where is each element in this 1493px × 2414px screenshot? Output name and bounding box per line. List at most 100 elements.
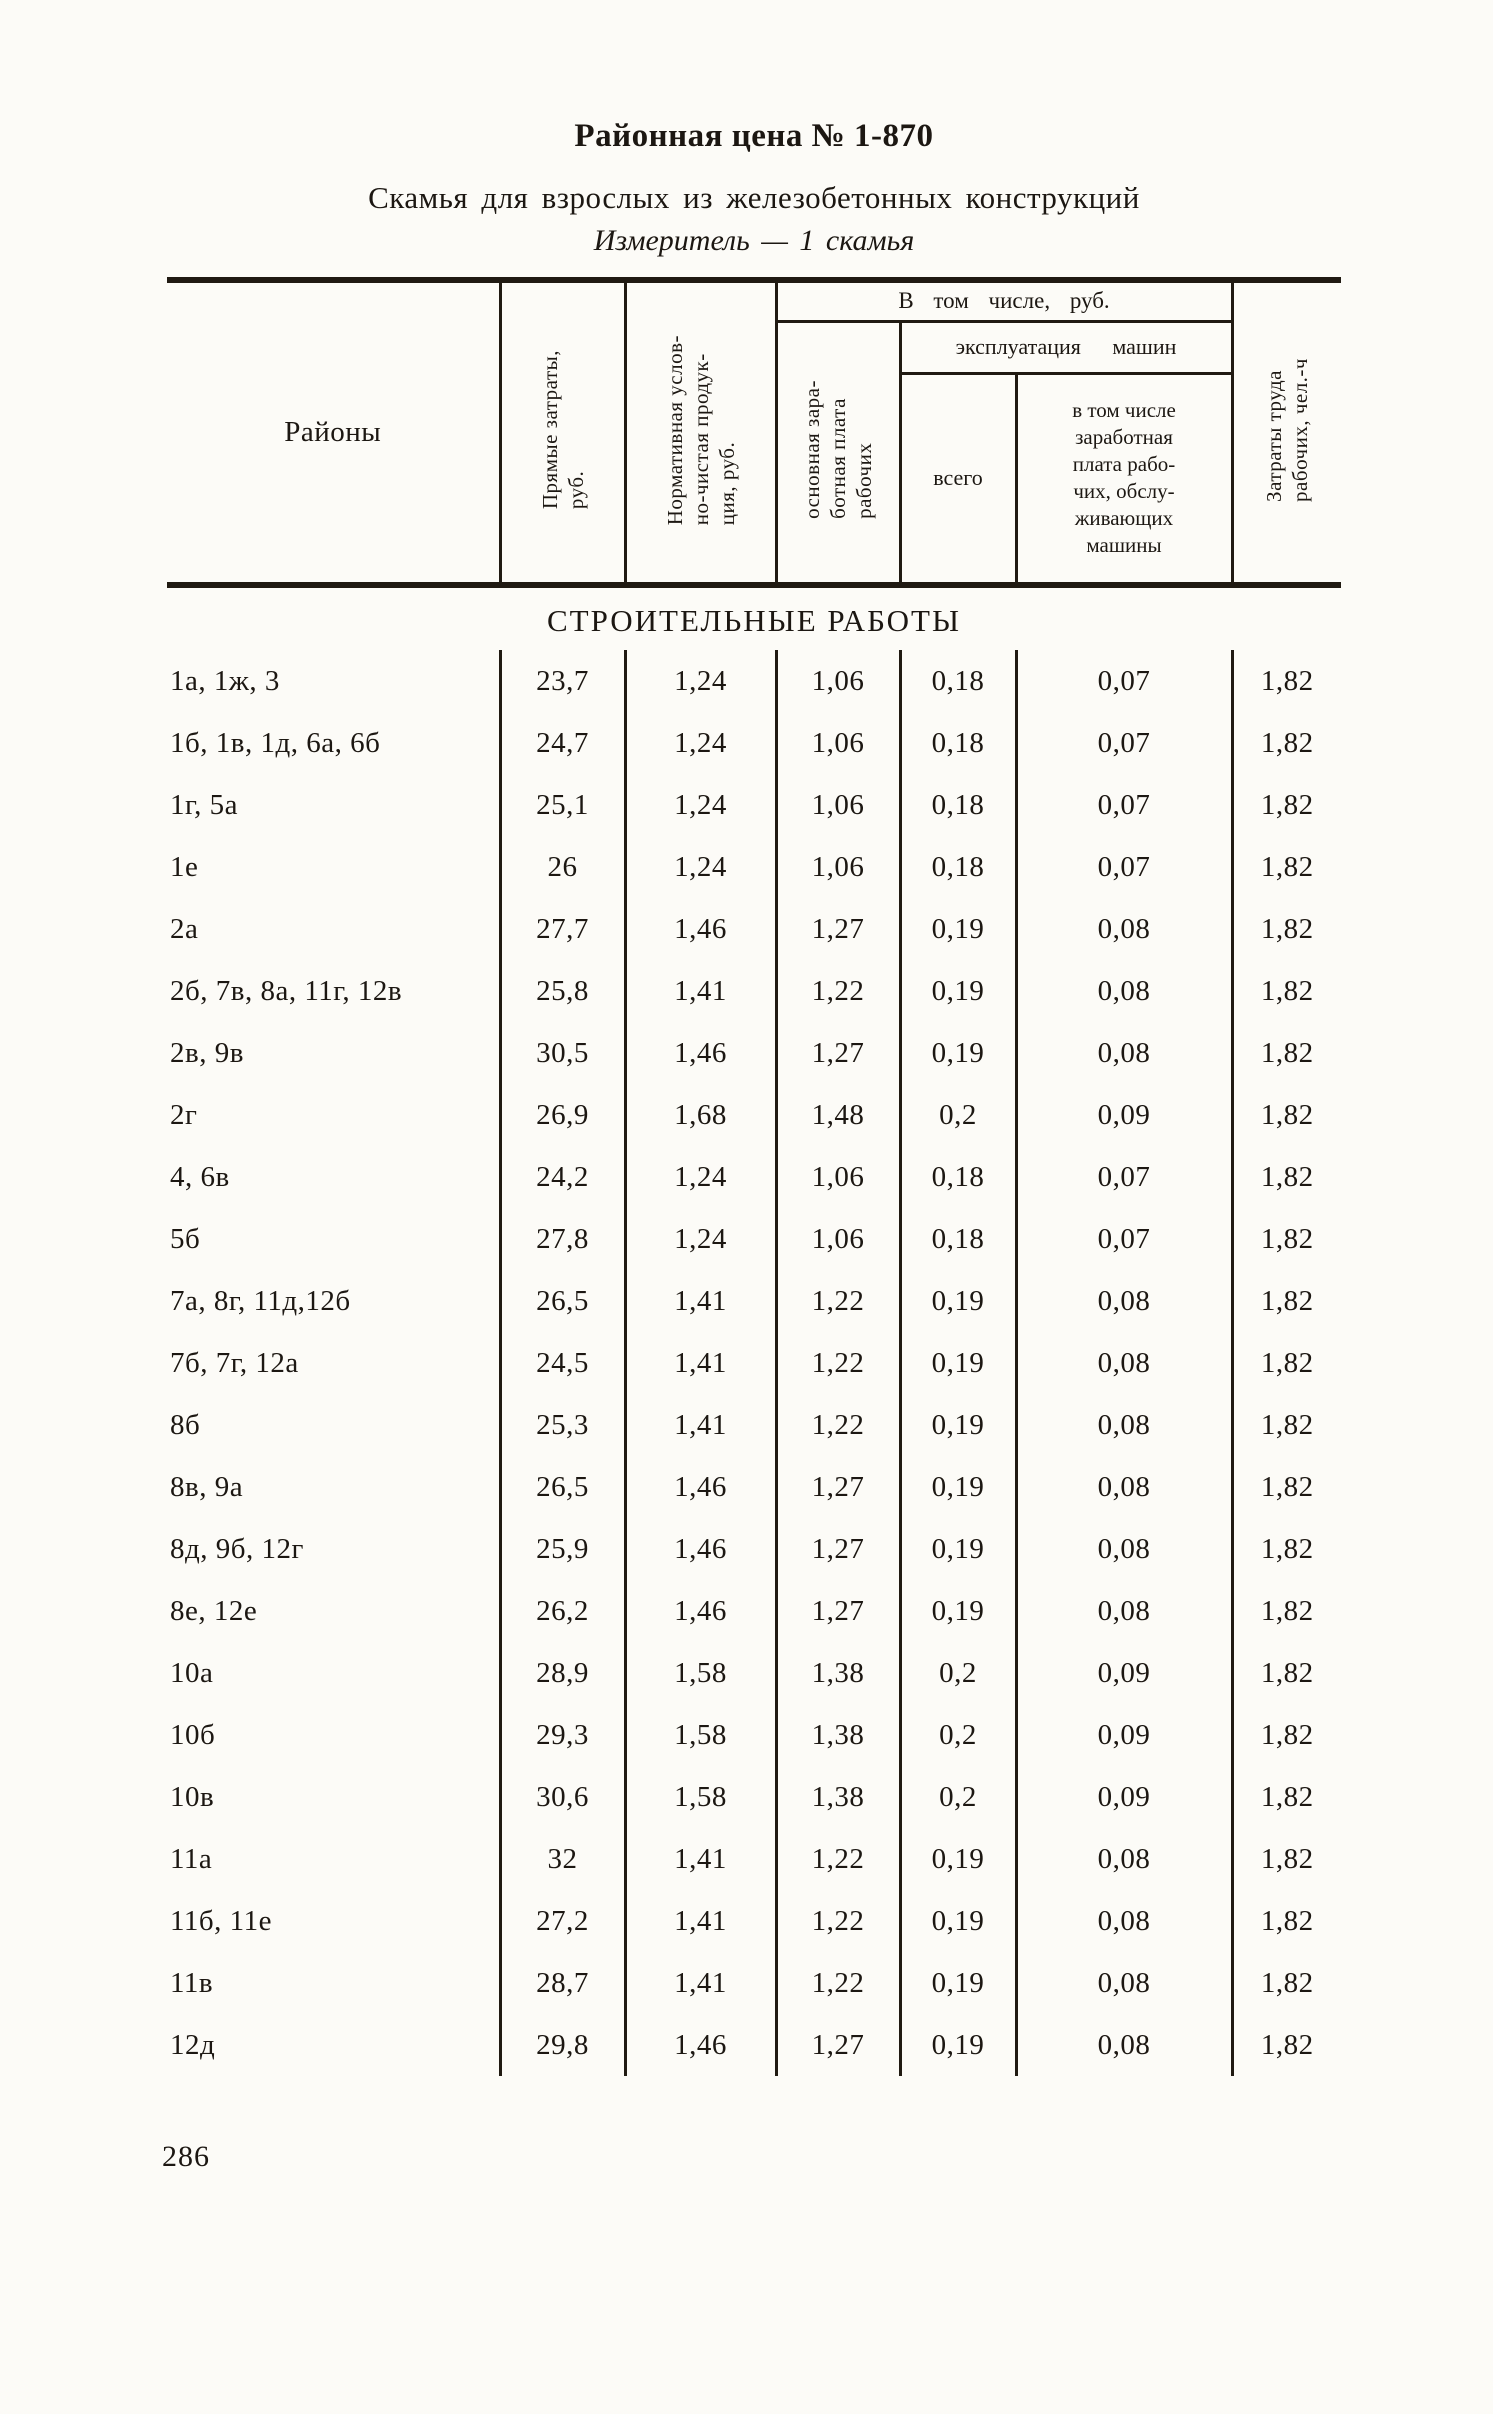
value-cell: 1,24 <box>625 650 778 712</box>
district-cell: 8д, 9б, 12г <box>167 1518 502 1580</box>
value-cell: 1,82 <box>1260 788 1314 821</box>
col-header-basic-wage-label: основная зара- ботная плата рабочих <box>800 380 876 520</box>
value-cell: 0,08 <box>1016 898 1234 960</box>
district-cell: 5б <box>167 1208 502 1270</box>
value-cell: 30,5 <box>500 1022 627 1084</box>
value-cell: 0,08 <box>1016 1890 1234 1952</box>
value-cell: 1,68 <box>625 1084 778 1146</box>
table-row: 2б, 7в, 8а, 11г, 12в 25,8 1,41 1,22 0,19 0,08… <box>167 960 1341 1022</box>
value-cell: 0,18 <box>900 1208 1018 1270</box>
value-cell: 0,08 <box>1016 1270 1234 1332</box>
price-table: Районы Прямые затраты, руб. Нормативная … <box>167 277 1342 2076</box>
value-cell: 1,82 <box>1260 1470 1314 1503</box>
value-cell: 1,82 <box>1260 1346 1314 1379</box>
value-cell: 0,2 <box>900 1084 1018 1146</box>
value-cell: 0,08 <box>1016 2014 1234 2076</box>
value-cell: 0,08 <box>1016 1022 1234 1084</box>
value-cell: 1,22 <box>776 1270 902 1332</box>
table-row: 7б, 7г, 12а 24,5 1,41 1,22 0,19 0,08 1,82 <box>167 1332 1341 1394</box>
value-cell: 1,27 <box>776 2014 902 2076</box>
value-cell: 0,19 <box>900 898 1018 960</box>
value-cell: 1,27 <box>776 1518 902 1580</box>
col-header-direct-costs-label: Прямые затраты, руб. <box>537 350 588 510</box>
col-header-direct-costs: Прямые затраты, руб. <box>500 280 627 588</box>
value-cell: 0,07 <box>1016 1146 1234 1208</box>
district-cell: 11в <box>167 1952 502 2014</box>
value-cell: 1,41 <box>625 960 778 1022</box>
value-cell: 1,82 <box>1260 1594 1314 1627</box>
district-cell: 12д <box>167 2014 502 2076</box>
value-cell: 24,5 <box>500 1332 627 1394</box>
value-cell: 1,82 <box>1260 1966 1314 1999</box>
value-cell: 1,46 <box>625 1518 778 1580</box>
section-row: СТРОИТЕЛЬНЫЕ РАБОТЫ <box>167 585 1341 650</box>
value-cell: 0,07 <box>1016 650 1234 712</box>
value-cell: 0,18 <box>900 774 1018 836</box>
value-cell: 0,19 <box>900 1394 1018 1456</box>
value-cell: 0,19 <box>900 1952 1018 2014</box>
table-row: 1г, 5а 25,1 1,24 1,06 0,18 0,07 1,82 <box>167 774 1341 836</box>
col-header-machine-workers-wage: в том числе заработная плата рабо- чих, … <box>1016 373 1234 588</box>
value-cell: 0,08 <box>1016 1952 1234 2014</box>
value-cell: 1,82 <box>1260 1842 1314 1875</box>
value-cell: 1,27 <box>776 1456 902 1518</box>
value-cell: 1,27 <box>776 1580 902 1642</box>
value-cell: 1,58 <box>625 1766 778 1828</box>
col-header-labor-costs-label: Затраты труда рабочих, чел.-ч <box>1262 358 1313 502</box>
value-cell: 1,41 <box>625 1332 778 1394</box>
value-cell: 1,82 <box>1260 1036 1314 1069</box>
value-cell: 1,06 <box>776 1208 902 1270</box>
value-cell: 28,9 <box>500 1642 627 1704</box>
district-cell: 8в, 9а <box>167 1456 502 1518</box>
value-cell: 26,5 <box>500 1456 627 1518</box>
group-header-machine-operation: эксплуатация машин <box>900 321 1234 375</box>
value-cell: 1,22 <box>776 1828 902 1890</box>
value-cell: 0,08 <box>1016 960 1234 1022</box>
value-cell: 0,2 <box>900 1704 1018 1766</box>
district-cell: 8б <box>167 1394 502 1456</box>
page-subtitle: Скамья для взрослых из железобетонных ко… <box>368 180 1140 215</box>
value-cell: 1,58 <box>625 1704 778 1766</box>
value-cell: 1,24 <box>625 712 778 774</box>
table-row: 8в, 9а 26,5 1,46 1,27 0,19 0,08 1,82 <box>167 1456 1341 1518</box>
district-cell: 7а, 8г, 11д,12б <box>167 1270 502 1332</box>
value-cell: 0,18 <box>900 1146 1018 1208</box>
value-cell: 0,08 <box>1016 1580 1234 1642</box>
value-cell: 24,2 <box>500 1146 627 1208</box>
table-row: 11а 32 1,41 1,22 0,19 0,08 1,82 <box>167 1828 1341 1890</box>
value-cell: 26,2 <box>500 1580 627 1642</box>
value-cell: 27,7 <box>500 898 627 960</box>
district-cell: 2г <box>167 1084 502 1146</box>
district-cell: 10а <box>167 1642 502 1704</box>
table-row: 2а 27,7 1,46 1,27 0,19 0,08 1,82 <box>167 898 1341 960</box>
value-cell: 1,82 <box>1260 1656 1314 1689</box>
value-cell: 0,19 <box>900 1270 1018 1332</box>
value-cell: 1,82 <box>1260 1718 1314 1751</box>
value-cell: 1,46 <box>625 1456 778 1518</box>
value-cell: 1,41 <box>625 1890 778 1952</box>
table-row: 5б 27,8 1,24 1,06 0,18 0,07 1,82 <box>167 1208 1341 1270</box>
col-header-basic-wage: основная зара- ботная плата рабочих <box>776 321 902 588</box>
table-row: 1а, 1ж, 3 23,7 1,24 1,06 0,18 0,07 1,82 <box>167 650 1341 712</box>
value-cell: 1,82 <box>1260 850 1314 883</box>
value-cell: 0,07 <box>1016 712 1234 774</box>
value-cell: 1,27 <box>776 898 902 960</box>
value-cell: 30,6 <box>500 1766 627 1828</box>
value-cell: 0,19 <box>900 1890 1018 1952</box>
value-cell: 1,41 <box>625 1952 778 2014</box>
table-row: 2в, 9в 30,5 1,46 1,27 0,19 0,08 1,82 <box>167 1022 1341 1084</box>
district-cell: 1а, 1ж, 3 <box>167 650 502 712</box>
value-cell: 27,8 <box>500 1208 627 1270</box>
value-cell: 1,22 <box>776 1332 902 1394</box>
value-cell: 0,09 <box>1016 1766 1234 1828</box>
page-title: Районная цена № 1-870 <box>574 118 934 154</box>
table-row: 11б, 11е 27,2 1,41 1,22 0,19 0,08 1,82 <box>167 1890 1341 1952</box>
value-cell: 0,18 <box>900 836 1018 898</box>
value-cell: 1,46 <box>625 898 778 960</box>
value-cell: 1,82 <box>1260 2028 1314 2061</box>
table-row: 1е 26 1,24 1,06 0,18 0,07 1,82 <box>167 836 1341 898</box>
value-cell: 1,41 <box>625 1828 778 1890</box>
value-cell: 0,19 <box>900 1518 1018 1580</box>
table-row: 2г 26,9 1,68 1,48 0,2 0,09 1,82 <box>167 1084 1341 1146</box>
